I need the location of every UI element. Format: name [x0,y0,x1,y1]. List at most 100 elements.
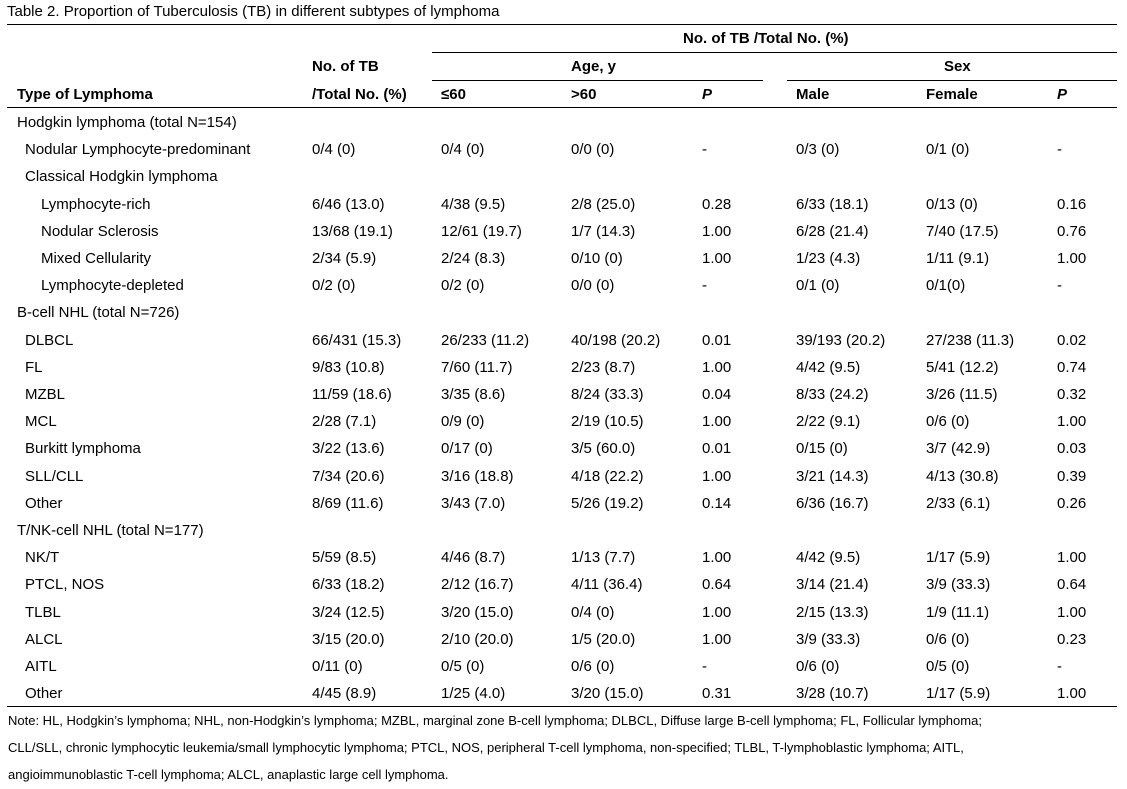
table-cell: 0/4 (0) [441,141,485,159]
table-cell: 1/17 (5.9) [926,549,991,567]
table-cell: 3/7 (42.9) [926,440,991,458]
table-cell: 4/11 (36.4) [571,576,643,594]
header-group-rule [432,52,1117,53]
table-cell: 0.31 [702,685,732,703]
table-cell: 3/28 (10.7) [796,685,869,703]
table-cell: 3/24 (12.5) [312,603,385,621]
table-cell: 0/1 (0) [796,277,840,295]
table-cell: 0/0 (0) [571,277,615,295]
table-cell: 26/233 (11.2) [441,331,530,349]
table-cell: 0.39 [1057,467,1087,485]
table-cell: 5/41 (12.2) [926,358,999,376]
table-cell: 0.74 [1057,358,1087,376]
table-cell: 7/60 (11.7) [441,358,513,376]
table-cell: 2/8 (25.0) [571,195,636,213]
table-cell: - [702,658,707,675]
table-cell: 7/40 (17.5) [926,222,999,240]
table-note-line-3: angioimmunoblastic T-cell lymphoma; ALCL… [8,767,449,782]
table-cell: - [702,141,707,159]
table-cell: 0/5 (0) [441,658,485,675]
table-cell: 2/12 (16.7) [441,576,514,594]
row-label: MZBL [25,386,66,403]
table-cell: 8/69 (11.6) [312,494,384,512]
table-cell: 5/59 (8.5) [312,549,377,567]
header-group-label: No. of TB /Total No. (%) [683,30,849,47]
table-top-rule [7,24,1117,25]
row-label: Nodular Sclerosis [41,222,159,240]
table-cell: 3/16 (18.8) [441,467,514,485]
table-cell: 1/25 (4.0) [441,685,506,703]
table-cell: 13/68 (19.1) [312,222,393,240]
table-cell: 0/9 (0) [441,413,485,431]
table-cell: 2/33 (6.1) [926,494,991,512]
row-label: SLL/CLL [25,467,84,485]
table-cell: 2/28 (7.1) [312,413,377,431]
row-label: DLBCL [25,331,74,349]
row-label: ALCL [25,630,63,648]
table-cell: 12/61 (19.7) [441,222,522,240]
table-cell: 0/4 (0) [312,141,356,159]
table-cell: 1/13 (7.7) [571,549,636,567]
table-cell: 0/11 (0) [312,658,363,675]
table-cell: 0/15 (0) [796,440,848,458]
table-cell: 0/6 (0) [796,658,840,675]
table-cell: - [1057,658,1062,675]
table-cell: 0/10 (0) [571,250,623,267]
table-cell: 2/24 (8.3) [441,250,506,267]
header-age-p: P [702,86,713,103]
table-cell: 40/198 (20.2) [571,331,661,349]
row-label: Mixed Cellularity [41,250,152,267]
table-cell: 3/14 (21.4) [796,576,869,594]
row-label: TLBL [25,603,61,621]
table-cell: 0/2 (0) [312,277,356,295]
table-cell: 5/26 (19.2) [571,494,644,512]
table-cell: 2/15 (13.3) [796,603,869,621]
table-cell: 3/20 (15.0) [571,685,644,703]
header-sex-p: P [1057,86,1068,103]
table-cell: 27/238 (11.3) [926,331,1015,349]
table-cell: 8/24 (33.3) [571,386,644,403]
table-cell: 3/35 (8.6) [441,386,506,403]
table-cell: 1.00 [702,630,732,648]
table-cell: 0/17 (0) [441,440,493,458]
header-male: Male [796,86,830,103]
table-cell: 0/1(0) [926,277,966,295]
table-cell: 0.01 [702,440,732,458]
table-cell: 3/9 (33.3) [926,576,991,594]
row-label: Hodgkin lymphoma (total N=154) [17,114,237,131]
table-cell: 0/2 (0) [441,277,485,295]
table-cell: 0/6 (0) [926,413,970,431]
header-age-le60: ≤60 [441,86,466,103]
table-cell: 2/22 (9.1) [796,413,861,431]
row-label: Lymphocyte-depleted [41,277,184,295]
table-cell: 2/19 (10.5) [571,413,644,431]
table-cell: 0.02 [1057,331,1087,349]
header-total-line2: /Total No. (%) [312,86,407,103]
row-label: PTCL, NOS [25,576,105,594]
row-label: FL [25,358,43,376]
table-cell: 2/10 (20.0) [441,630,514,648]
table-cell: 4/38 (9.5) [441,195,506,213]
table-cell: 6/33 (18.2) [312,576,385,594]
table-cell: 6/36 (16.7) [796,494,869,512]
table-cell: 1.00 [1057,413,1087,431]
table-cell: 1.00 [702,549,732,567]
header-type-label: Type of Lymphoma [17,86,153,103]
header-age-label: Age, y [571,58,617,75]
header-female: Female [926,86,978,103]
table-cell: 3/15 (20.0) [312,630,385,648]
table-cell: 1/5 (20.0) [571,630,636,648]
row-label: NK/T [25,549,60,567]
table-cell: 1/17 (5.9) [926,685,991,703]
table-cell: 1/9 (11.1) [926,603,990,621]
table-cell: 0.03 [1057,440,1087,458]
table-cell: 39/193 (20.2) [796,331,886,349]
table-cell: 0.01 [702,331,732,349]
table-cell: 1.00 [1057,250,1087,267]
table-cell: 0.04 [702,386,732,403]
table-cell: 0.64 [702,576,732,594]
table-cell: 4/18 (22.2) [571,467,644,485]
table-cell: 3/26 (11.5) [926,386,998,403]
row-label: B-cell NHL (total N=726) [17,304,180,322]
table-cell: 8/33 (24.2) [796,386,869,403]
